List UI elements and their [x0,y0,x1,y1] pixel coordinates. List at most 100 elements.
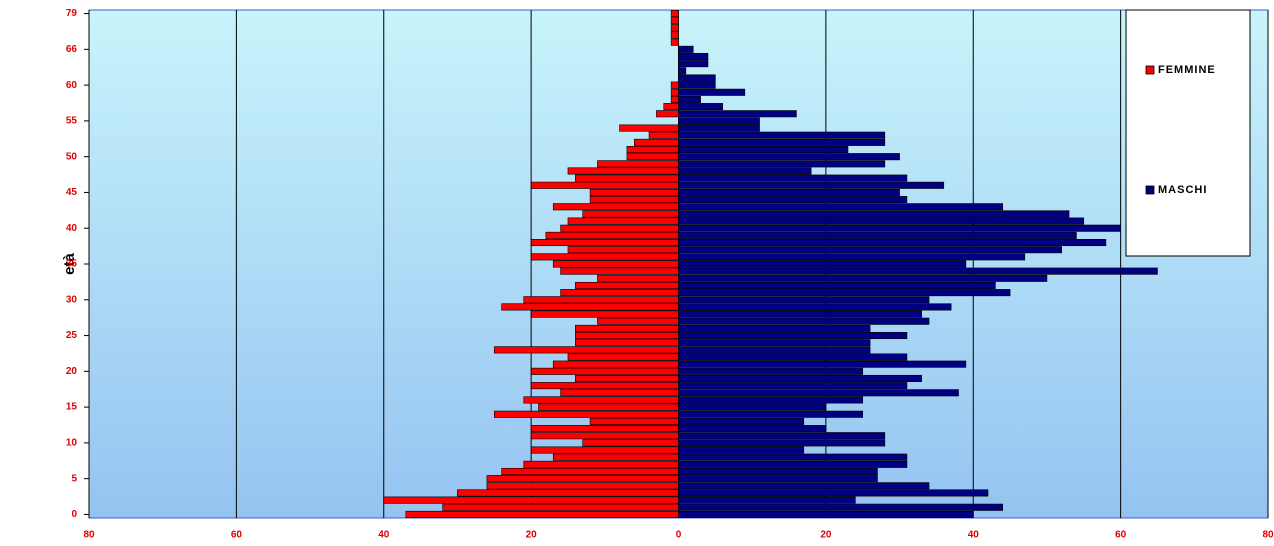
bar [523,460,679,468]
bar [545,231,679,239]
bar [678,475,878,483]
bar [678,81,716,89]
bar [575,324,679,332]
bar [530,367,679,375]
bar [582,439,679,447]
bar [678,246,1062,254]
bar [567,246,679,254]
y-tick-label: 30 [66,294,78,305]
bar [678,267,1158,275]
bar [678,260,967,268]
bar [678,289,1011,297]
bar [530,432,679,440]
bar [670,88,679,96]
x-tick-label: 80 [83,530,95,541]
bar [663,103,679,111]
bar [678,367,864,375]
bar [575,374,679,382]
bar [670,10,679,18]
bar [678,496,856,504]
bar [678,124,760,132]
legend-swatch [1145,185,1155,195]
bar [678,439,886,447]
bar [383,496,679,504]
bar [567,353,679,361]
bar [678,174,908,182]
bar [633,138,679,146]
bar [597,160,679,168]
legend-label: MASCHI [1158,184,1207,196]
x-tick-label: 40 [968,530,980,541]
bar [582,210,679,218]
bar [678,410,864,418]
bar [530,425,679,433]
bar [678,167,812,175]
bar [626,153,679,161]
bar [530,446,679,454]
bar [656,110,679,118]
bar [678,360,967,368]
bar [678,417,805,425]
bar [678,453,908,461]
bar [678,510,974,518]
y-tick-label: 66 [66,44,78,55]
bar [678,432,886,440]
bar [678,396,864,404]
bar [678,446,805,454]
bar [670,17,679,25]
bar [670,38,679,46]
y-tick-label: 79 [66,8,78,19]
bar [678,482,930,490]
bar [560,389,679,397]
bar [678,103,724,111]
bar [457,489,679,497]
bar [678,389,959,397]
legend [1125,9,1251,257]
bar [678,460,908,468]
bar [678,425,827,433]
bar [678,224,1121,232]
bar [589,188,679,196]
bar [552,260,679,268]
bar [678,52,709,61]
bar [538,403,679,411]
bar [486,475,679,483]
bar [678,467,878,476]
bar [552,453,679,461]
bar [560,267,679,275]
bar [670,81,679,89]
bar [567,217,679,225]
x-tick-label: 20 [820,530,832,541]
bar [678,310,922,318]
bar [501,467,679,476]
legend-label: FEMMINE [1158,64,1216,76]
bar [597,274,679,282]
bar [648,131,679,139]
bar [678,296,930,304]
bar [678,324,871,332]
bar [442,503,679,511]
y-axis-label: età [61,253,78,275]
bar [678,239,1107,247]
bar [678,217,1085,225]
bar [678,210,1070,218]
bar [678,332,908,340]
bar [560,224,679,232]
legend-swatch [1145,65,1155,75]
bar [567,167,679,175]
bar [678,353,908,361]
bar [575,174,679,182]
bar [678,346,871,354]
bar [678,203,1004,211]
bar [530,253,679,261]
bar [678,339,871,347]
bar [678,67,687,75]
bar [523,396,679,404]
bar [670,24,679,32]
bar [678,317,930,325]
bar [626,146,679,154]
bar [670,31,679,39]
bar [493,410,679,418]
bar [678,138,886,146]
